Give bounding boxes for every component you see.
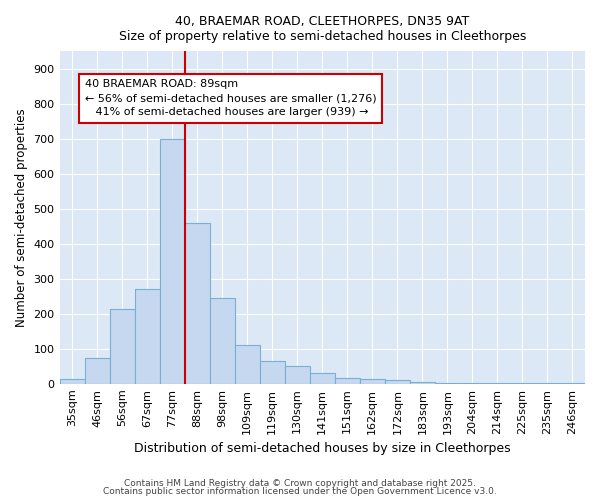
Title: 40, BRAEMAR ROAD, CLEETHORPES, DN35 9AT
Size of property relative to semi-detach: 40, BRAEMAR ROAD, CLEETHORPES, DN35 9AT … [119, 15, 526, 43]
Text: Contains public sector information licensed under the Open Government Licence v3: Contains public sector information licen… [103, 488, 497, 496]
Bar [285, 366, 310, 384]
Bar [460, 383, 485, 384]
Bar [235, 346, 260, 384]
Bar [310, 374, 335, 384]
Bar [260, 361, 285, 384]
Y-axis label: Number of semi-detached properties: Number of semi-detached properties [15, 108, 28, 327]
Bar [134, 290, 160, 384]
Text: Contains HM Land Registry data © Crown copyright and database right 2025.: Contains HM Land Registry data © Crown c… [124, 478, 476, 488]
Bar [85, 358, 110, 384]
Bar [185, 222, 209, 384]
Bar [209, 298, 235, 384]
Bar [385, 380, 410, 384]
Bar [160, 138, 185, 384]
Bar [435, 383, 460, 384]
Bar [410, 382, 435, 384]
Bar [335, 378, 360, 384]
Bar [360, 380, 385, 384]
Text: 40 BRAEMAR ROAD: 89sqm
← 56% of semi-detached houses are smaller (1,276)
   41% : 40 BRAEMAR ROAD: 89sqm ← 56% of semi-det… [85, 79, 376, 117]
Bar [59, 378, 85, 384]
X-axis label: Distribution of semi-detached houses by size in Cleethorpes: Distribution of semi-detached houses by … [134, 442, 511, 455]
Bar [110, 308, 134, 384]
